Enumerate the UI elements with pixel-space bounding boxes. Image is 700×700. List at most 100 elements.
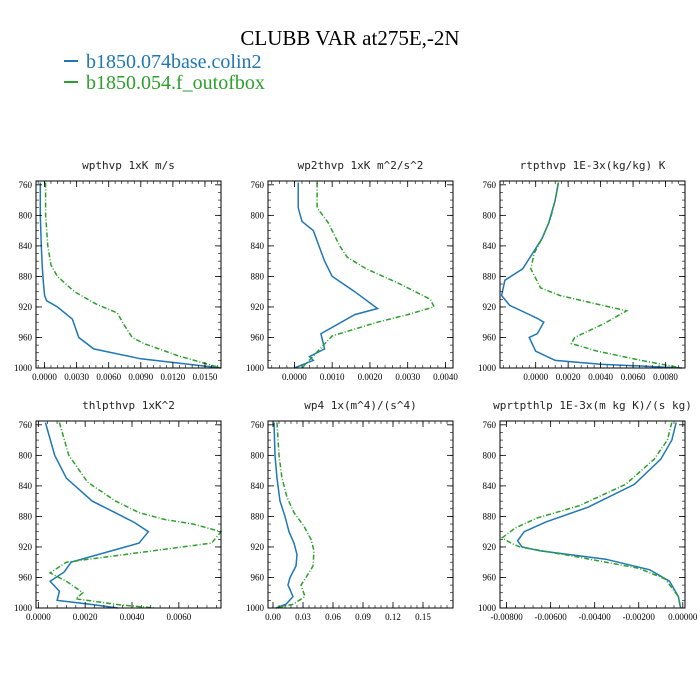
y-tick-label: 920 [483,542,497,552]
x-tick-label: 0.06 [325,612,341,622]
series-line [44,182,222,369]
series-line [275,422,315,609]
x-tick-label: 0.0030 [395,372,420,382]
y-tick-label: 840 [19,481,33,491]
panel-title: wp4 1x(m^4)/(s^4) [304,399,417,412]
x-tick-label: 0.0000 [523,372,548,382]
y-tick-label: 840 [19,241,33,251]
x-tick-label: 0.0150 [193,372,218,382]
y-tick-label: 1000 [246,363,265,373]
y-tick-label: 760 [251,180,265,190]
x-tick-label: 0.0080 [653,372,678,382]
y-tick-label: 800 [251,210,265,220]
x-tick-label: 0.0060 [621,372,646,382]
y-tick-label: 960 [19,572,33,582]
y-tick-label: 920 [483,302,497,312]
x-tick-label: 0.0020 [358,372,383,382]
x-tick-label: 0.0000 [26,612,51,622]
x-tick-label: -0.00600 [535,612,568,622]
y-tick-label: 880 [483,511,497,521]
y-tick-label: 880 [251,271,265,281]
y-tick-label: 840 [483,481,497,491]
y-tick-label: 1000 [478,363,497,373]
x-tick-label: 0.09 [355,612,371,622]
series-line [294,182,380,369]
x-tick-label: -0.00800 [490,612,523,622]
chart-title: CLUBB VAR at275E,-2N [240,26,460,50]
y-tick-label: 960 [251,332,265,342]
y-tick-label: 800 [483,210,497,220]
y-tick-label: 1000 [14,603,33,613]
x-tick-label: 0.0090 [128,372,153,382]
plot-frame [35,180,222,369]
x-tick-label: 0.0060 [166,612,191,622]
y-tick-label: 1000 [246,603,265,613]
y-tick-label: 960 [251,572,265,582]
series-line [48,422,223,609]
series-line [516,422,682,609]
y-tick-label: 920 [19,542,33,552]
x-tick-label: -0.00400 [579,612,612,622]
series-line [530,182,682,369]
panel: wpthvp 1xK m/s 760 800 840 880 920 960 1000 0.00… [14,159,222,382]
y-tick-label: 960 [483,572,497,582]
legend-entry: b1850.074base.colin2 [64,51,262,73]
x-tick-label: 0.00000 [668,612,698,622]
y-tick-label: 960 [19,332,33,342]
panel: wp4 1x(m^4)/(s^4)76080084088092096010000… [246,399,454,622]
y-tick-label: 920 [19,302,33,312]
x-tick-label: 0.0000 [282,372,307,382]
x-tick-label: 0.0020 [556,372,581,382]
y-tick-label: 840 [251,241,265,251]
x-tick-label: 0.0040 [588,372,613,382]
series-line [39,182,222,369]
y-tick-label: 800 [251,450,265,460]
y-tick-label: 880 [19,271,33,281]
panel-title: wpthvp 1xK m/s [82,159,175,172]
panel-title: wprtpthlp 1E-3x(m kg K)/(s kg) [493,399,692,412]
x-tick-label: 0.0010 [320,372,345,382]
x-tick-label: 0.00 [265,612,281,622]
y-tick-label: 800 [19,210,33,220]
y-tick-label: 760 [251,420,265,430]
x-tick-label: 0.0040 [433,372,458,382]
x-tick-label: 0.0020 [73,612,98,622]
x-tick-label: 0.0060 [96,372,121,382]
plot-frame [267,180,454,369]
legend-label: b1850.054.f_outofbox [86,72,265,94]
plot-frame [267,420,454,609]
y-tick-label: 920 [251,542,265,552]
plot-frame [35,420,222,609]
y-tick-label: 1000 [14,363,33,373]
y-tick-label: 800 [483,450,497,460]
series-line [500,182,682,369]
y-tick-label: 960 [483,332,497,342]
panel-title: wp2thvp 1xK m^2/s^2 [298,159,424,172]
panel: wprtpthlp 1E-3x(m kg K)/(s kg) 760 800 840 8… [478,399,698,622]
y-tick-label: 800 [19,450,33,460]
x-tick-label: 0.12 [385,612,401,622]
panel: wp2thvp 1xK m^2/s^2 760 800 840 880 920 960 100… [246,159,458,382]
x-tick-label: 0.15 [415,612,431,622]
y-tick-label: 840 [251,481,265,491]
y-tick-label: 920 [251,302,265,312]
y-tick-label: 760 [483,180,497,190]
x-tick-label: 0.0120 [161,372,186,382]
y-tick-label: 880 [251,511,265,521]
legend-label: b1850.074base.colin2 [86,51,262,73]
panel-title: thlpthvp 1xK^2 [82,399,175,412]
panel: rtpthvp 1E-3x(kg/kg) K 760 800 840 880 920 960… [478,159,686,382]
y-tick-label: 1000 [478,603,497,613]
y-tick-label: 760 [19,180,33,190]
series-line [301,182,436,369]
legend-entry: b1850.054.f_outofbox [64,72,265,94]
y-tick-label: 760 [19,420,33,430]
series-line [500,422,682,609]
x-tick-label: 0.0040 [120,612,145,622]
y-tick-label: 880 [19,511,33,521]
series-line [44,422,150,609]
panel: thlpthvp 1xK^276080084088092096010000.00… [14,399,223,622]
plot-frame [499,420,686,609]
y-tick-label: 880 [483,271,497,281]
